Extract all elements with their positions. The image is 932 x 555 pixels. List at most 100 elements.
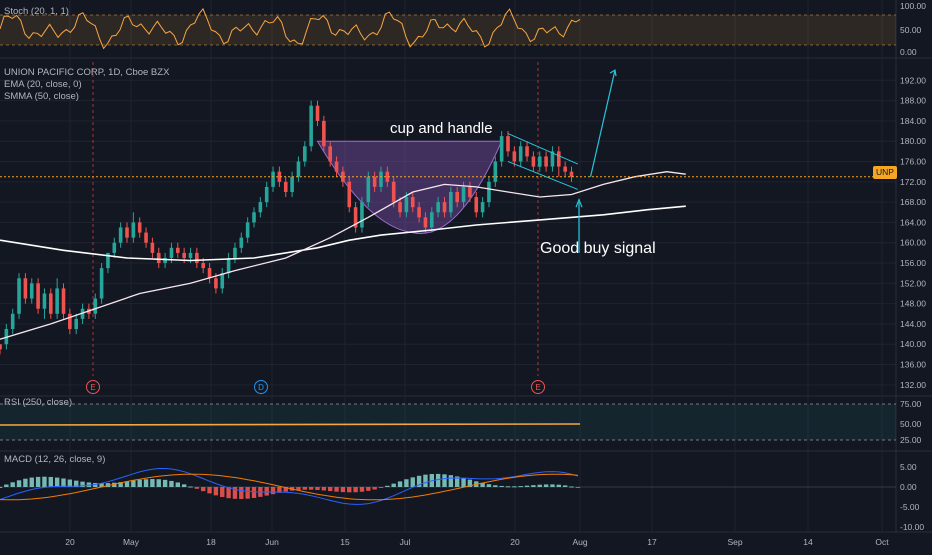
macd-histogram-bar	[277, 487, 282, 493]
candle-body	[550, 151, 555, 167]
candle-body	[182, 252, 186, 258]
breakout-arrow	[589, 70, 616, 177]
rsi-pane[interactable]	[0, 403, 896, 441]
candle-body	[525, 146, 529, 157]
candle-body	[296, 161, 301, 177]
smma-line	[0, 205, 686, 262]
candle-body	[436, 202, 440, 213]
candle-body	[29, 283, 34, 299]
macd-pane[interactable]	[0, 468, 896, 505]
time-tick-label: Aug	[572, 537, 587, 547]
price-tick-label: 164.00	[900, 217, 926, 227]
macd-histogram-bar	[239, 487, 244, 500]
macd-histogram-bar	[10, 482, 15, 487]
time-axis[interactable]: 20 May 18 Jun 15 Jul 20 Aug 17 Sep 14 Oct	[65, 537, 889, 547]
candle-body	[347, 181, 352, 208]
macd-histogram-bar	[251, 487, 257, 498]
smma-label[interactable]: SMMA (50, close)	[4, 91, 79, 102]
stoch-pane[interactable]	[0, 7, 896, 50]
rsi-label[interactable]: RSI (250, close)	[4, 397, 73, 408]
macd-histogram-bar	[93, 482, 98, 487]
candle-body	[118, 227, 123, 243]
macd-histogram-bar	[226, 487, 231, 499]
macd-histogram-bar	[518, 486, 523, 488]
macd-histogram-bar	[378, 487, 384, 488]
macd-histogram-bar	[232, 487, 238, 499]
candle-body	[271, 171, 275, 187]
candle-body	[277, 171, 282, 182]
event-marker-label: E	[535, 383, 540, 392]
macd-histogram-bar	[131, 480, 136, 487]
macd-histogram-bar	[340, 487, 346, 493]
candle-body	[423, 217, 428, 228]
time-tick-label: 15	[340, 537, 350, 547]
cup-annotation[interactable]: cup and handle	[390, 120, 493, 137]
macd-histogram-bar	[156, 479, 161, 487]
macd-histogram-bar	[302, 487, 307, 490]
candle-body	[430, 212, 434, 228]
macd-histogram-bar	[486, 484, 492, 487]
candle-body	[404, 197, 409, 213]
signal-line	[0, 473, 578, 501]
candle-body	[309, 105, 313, 147]
macd-histogram-bar	[150, 479, 155, 487]
event-marker-circle	[254, 380, 268, 394]
symbol-label[interactable]: UNION PACIFIC CORP, 1D, Cboe BZX	[4, 67, 170, 78]
candle-body	[201, 263, 205, 269]
candle-body	[442, 202, 447, 213]
time-tick-label: Jun	[265, 537, 279, 547]
macd-histogram-bar	[181, 484, 187, 487]
event-marker-circle	[86, 380, 100, 394]
buy-signal-annotation[interactable]: Good buy signal	[540, 240, 656, 257]
candle-body	[531, 156, 536, 167]
macd-histogram-bar	[321, 487, 327, 491]
macd-histogram-bar	[74, 480, 79, 487]
macd-histogram-bar	[499, 485, 504, 487]
macd-histogram	[0, 473, 581, 500]
ticker-badge: UNP	[873, 166, 897, 179]
ema-label[interactable]: EMA (20, close, 0)	[4, 79, 82, 90]
candle-body	[385, 171, 390, 182]
macd-histogram-bar	[410, 477, 415, 487]
macd-histogram-bar	[334, 487, 339, 492]
macd-histogram-bar	[188, 486, 193, 488]
macd-histogram-bar	[315, 487, 320, 490]
breakout-arrowhead	[609, 69, 617, 77]
price-tick-label: 180.00	[900, 136, 926, 146]
candle-body	[518, 146, 523, 162]
price-tick-label: 140.00	[900, 339, 926, 349]
rsi-tick-label: 50.00	[900, 419, 922, 429]
candle-body	[341, 171, 345, 182]
candle-body	[245, 222, 250, 238]
macd-histogram-bar	[550, 484, 555, 487]
candle-body	[455, 191, 459, 203]
price-tick-label: 184.00	[900, 116, 926, 126]
macd-histogram-bar	[35, 476, 41, 487]
event-lines	[92, 62, 539, 376]
buy-signal-arrowhead	[575, 197, 583, 208]
price-axis[interactable]: 192.00 188.00 184.00 180.00 176.00 172.00 168.…	[900, 1, 926, 532]
stoch-tick-label: 100.00	[900, 1, 926, 11]
candle-body	[569, 171, 574, 177]
macd-histogram-bar	[562, 485, 568, 487]
macd-histogram-bar	[99, 483, 104, 487]
stoch-label[interactable]: Stoch (20, 1, 1)	[4, 6, 69, 17]
price-tick-label: 192.00	[900, 75, 926, 85]
macd-histogram-bar	[575, 487, 581, 488]
candle-body	[163, 257, 167, 264]
candle-body	[239, 237, 244, 248]
candle-body	[61, 288, 66, 314]
price-tick-label: 156.00	[900, 258, 926, 268]
candle-body	[112, 242, 117, 253]
macd-histogram-bar	[283, 487, 288, 492]
macd-histogram-bar	[416, 475, 422, 487]
macd-histogram-bar	[505, 486, 511, 488]
candle-body	[93, 298, 98, 314]
macd-label[interactable]: MACD (12, 26, close, 9)	[4, 454, 106, 465]
macd-histogram-bar	[42, 476, 47, 487]
time-tick-label: May	[123, 537, 140, 547]
